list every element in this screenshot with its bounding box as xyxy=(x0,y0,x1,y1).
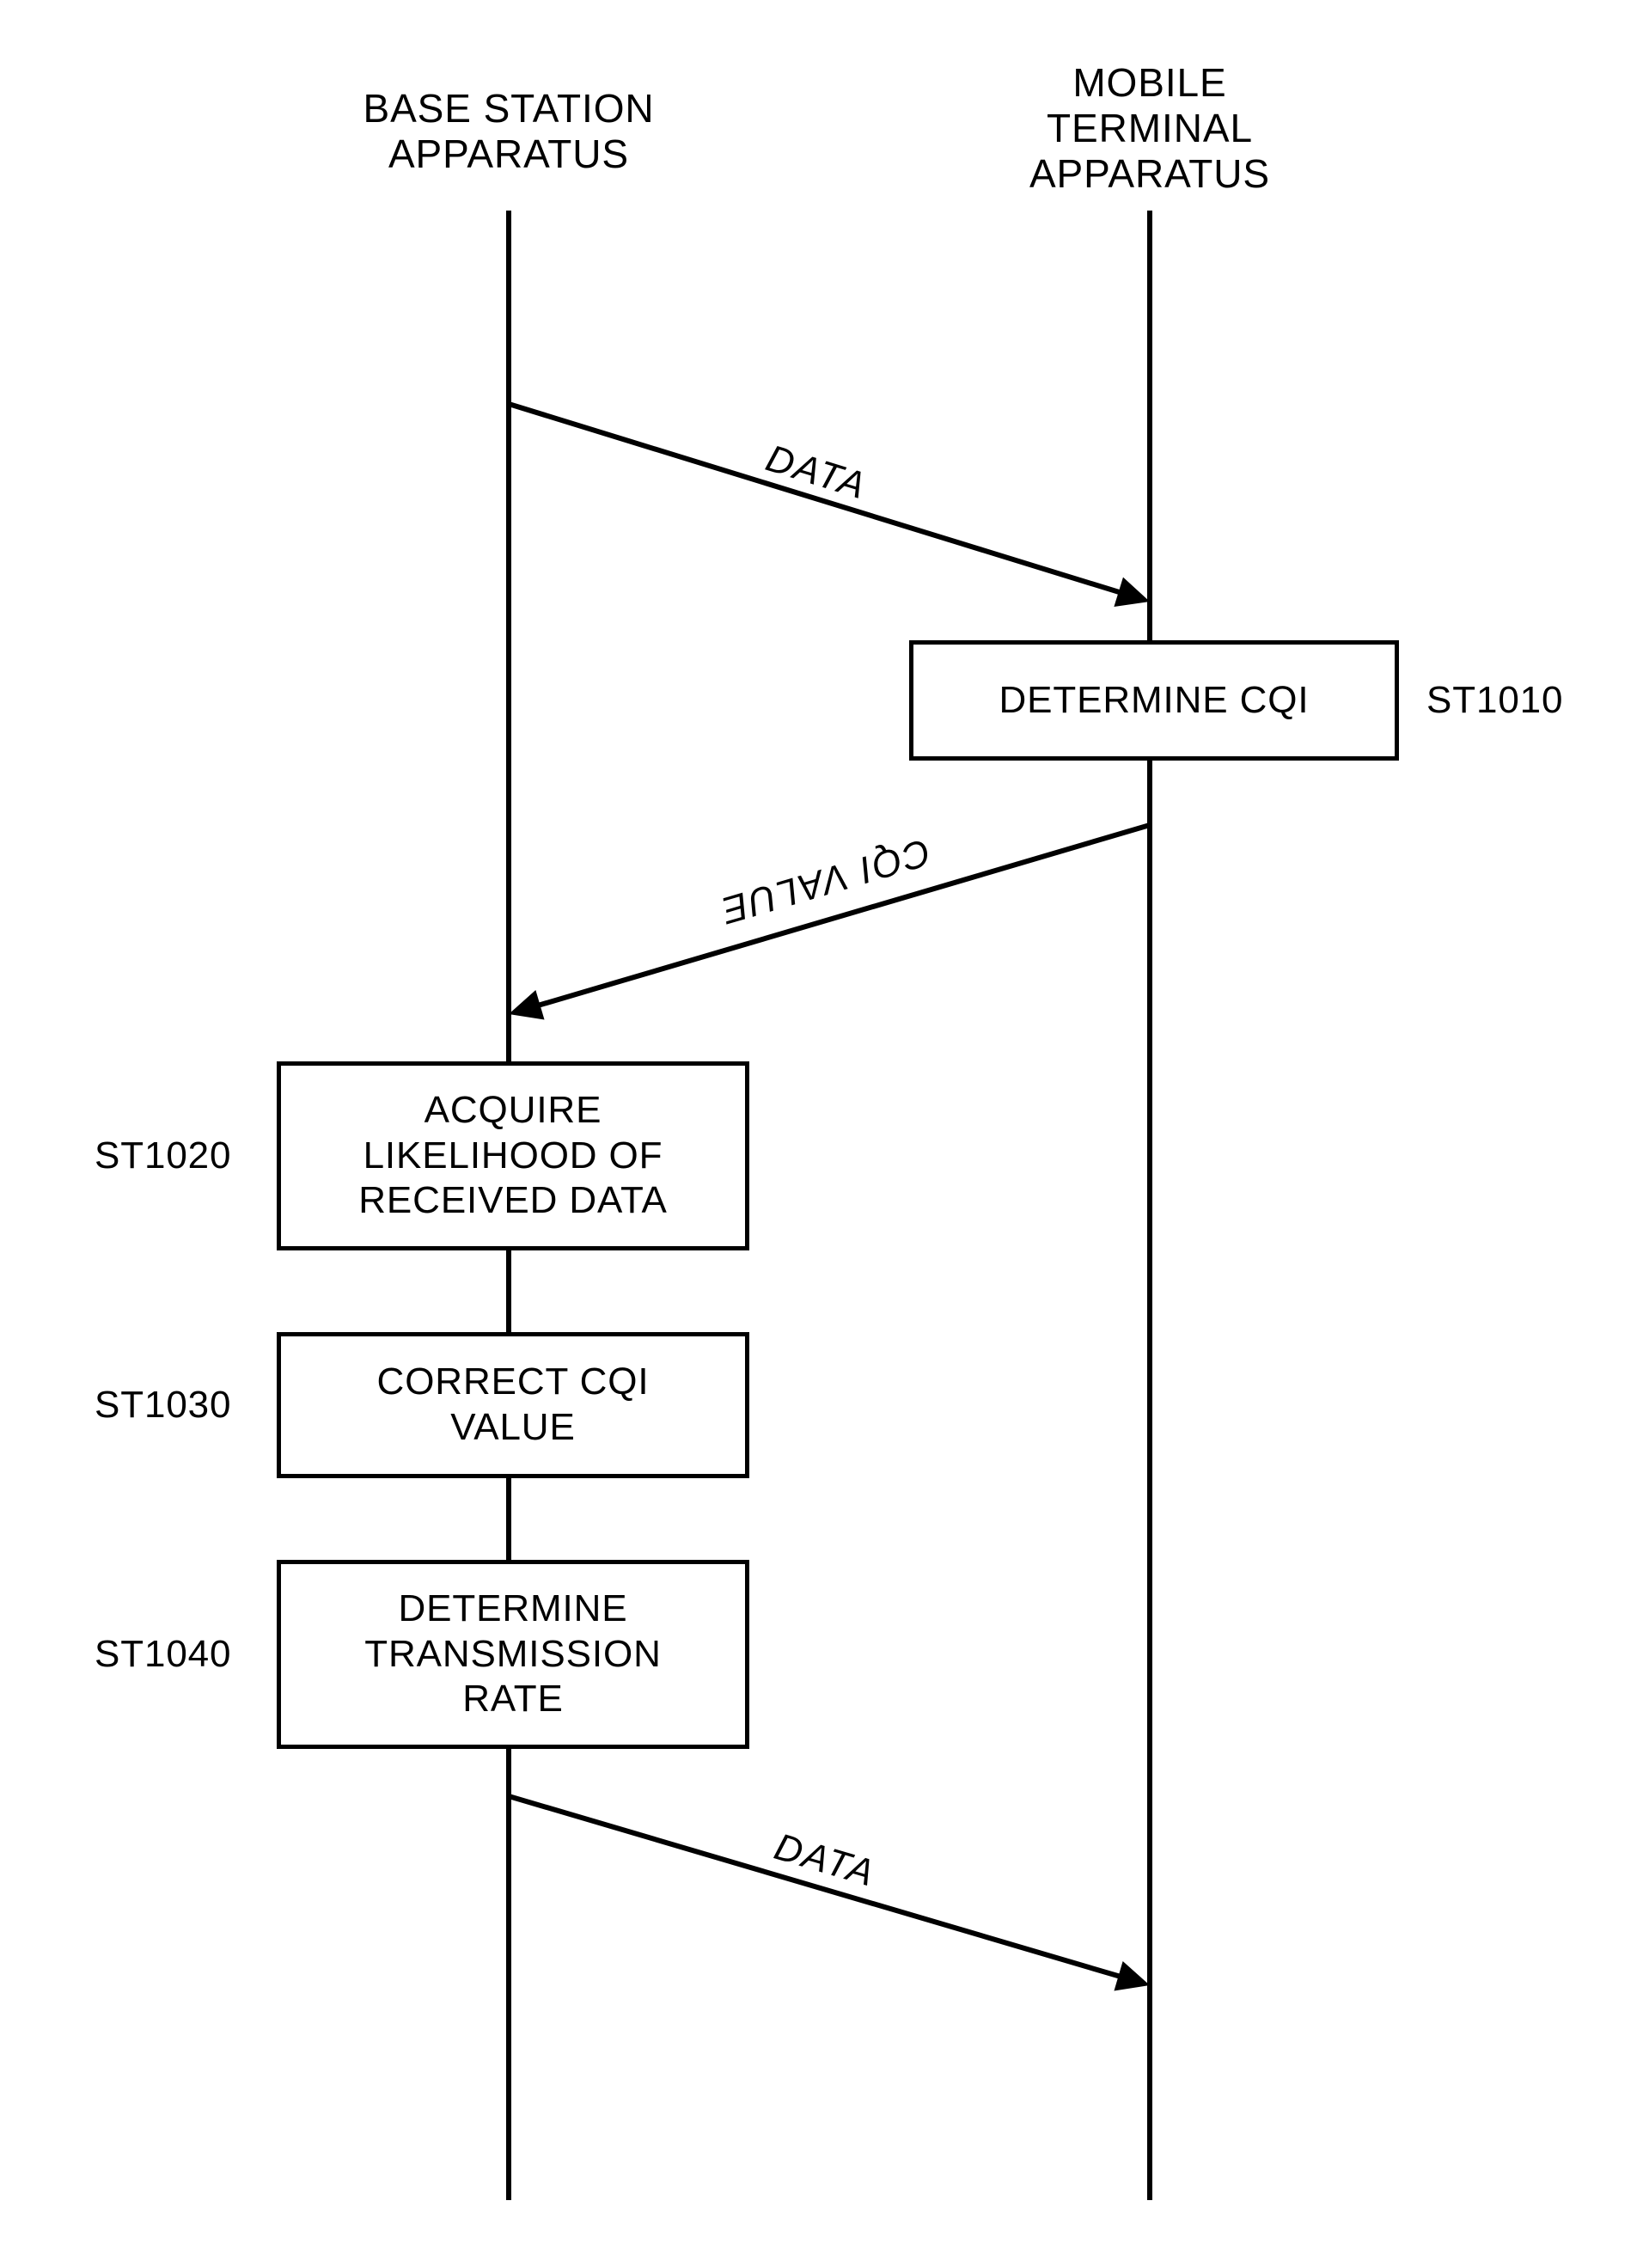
header-mobile: MOBILE TERMINAL APPARATUS xyxy=(892,60,1408,197)
step-st1040: DETERMINE TRANSMISSION RATE xyxy=(277,1560,749,1749)
step-st1020: ACQUIRE LIKELIHOOD OF RECEIVED DATA xyxy=(277,1061,749,1250)
step-id-st1010: ST1010 xyxy=(1426,679,1563,723)
step-id-st1020: ST1020 xyxy=(95,1134,231,1178)
header-base: BASE STATION APPARATUS xyxy=(251,86,767,177)
step-id-st1030: ST1030 xyxy=(95,1384,231,1427)
sequence-diagram: BASE STATION APPARATUS MOBILE TERMINAL AP… xyxy=(0,0,1643,2268)
step-id-st1040: ST1040 xyxy=(95,1633,231,1677)
diagram-svg xyxy=(0,0,1643,2268)
step-st1010: DETERMINE CQI xyxy=(909,640,1399,761)
step-st1030: CORRECT CQI VALUE xyxy=(277,1332,749,1478)
